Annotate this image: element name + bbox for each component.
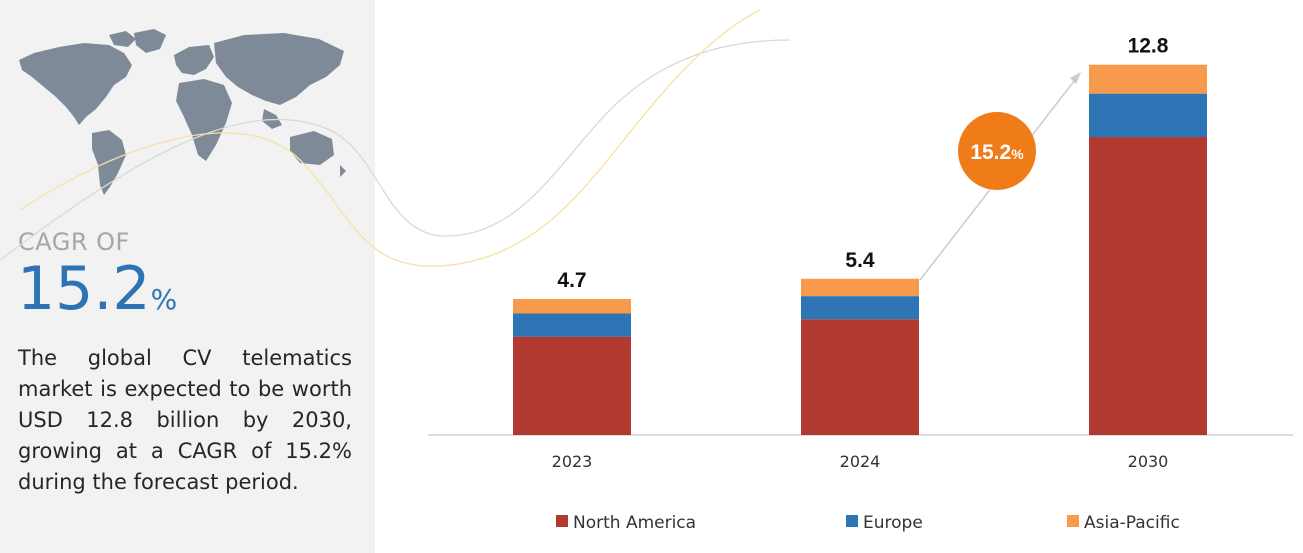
bar-europe-2030: [1089, 93, 1207, 138]
summary-panel: CAGR OF 15.2% The global CV telematics m…: [0, 0, 375, 553]
bar-asia-pacific-2024: [801, 278, 919, 297]
cagr-value: 15.2%: [17, 257, 177, 332]
legend-swatch-asia-pacific: [1067, 515, 1079, 527]
growth-badge-circle: [958, 112, 1036, 190]
bar-north-america-2030: [1089, 137, 1207, 436]
bar-europe-2023: [513, 313, 631, 337]
market-description: The global CV telematics market is expec…: [18, 346, 352, 494]
cagr-unit: %: [150, 283, 178, 316]
decorative-swoosh: [0, 9, 791, 267]
chart-legend: North America Europe Asia-Pacific: [556, 513, 1180, 533]
bar-asia-pacific-2023: [513, 299, 631, 314]
legend-label-asia-pacific: Asia-Pacific: [1084, 513, 1180, 533]
x-tick-2023: 2023: [552, 452, 593, 471]
legend-swatch-north-america: [556, 515, 568, 527]
legend-swatch-europe: [846, 515, 858, 527]
bar-north-america-2024: [801, 319, 919, 435]
total-label-2023: 4.7: [557, 269, 586, 292]
x-tick-2030: 2030: [1128, 452, 1169, 471]
bars-layer: 4.7 2023 5.4 2024 12.8 2030: [513, 35, 1207, 471]
growth-badge: 15.2%: [958, 112, 1036, 190]
bar-europe-2024: [801, 296, 919, 320]
world-map-icon: [19, 29, 346, 195]
bar-north-america-2023: [513, 336, 631, 435]
bar-asia-pacific-2030: [1089, 64, 1207, 94]
x-tick-2024: 2024: [840, 452, 881, 471]
legend-label-north-america: North America: [573, 513, 696, 533]
legend-label-europe: Europe: [863, 513, 923, 533]
total-label-2030: 12.8: [1128, 35, 1169, 58]
growth-badge-text: 15.2%: [970, 141, 1024, 164]
cagr-number: 15.2: [17, 254, 151, 324]
total-label-2024: 5.4: [845, 249, 875, 272]
